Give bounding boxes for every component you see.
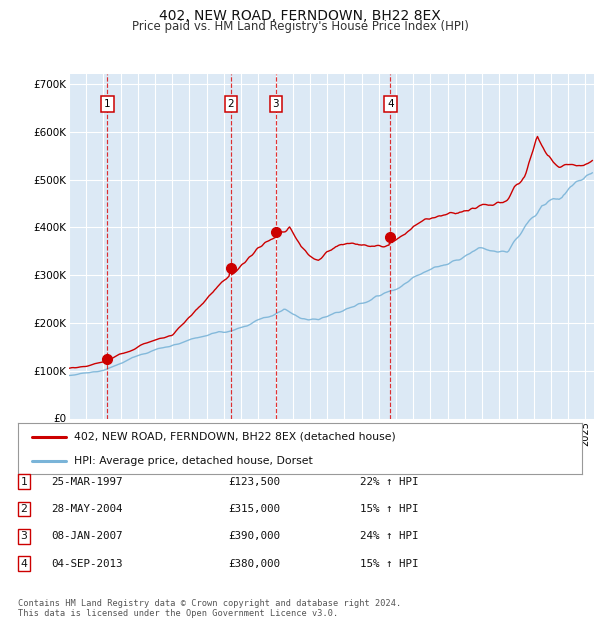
Text: 15% ↑ HPI: 15% ↑ HPI [360,559,419,569]
Text: 04-SEP-2013: 04-SEP-2013 [51,559,122,569]
Text: 2: 2 [227,99,234,108]
Text: 1: 1 [104,99,110,108]
Text: 3: 3 [20,531,28,541]
Text: Price paid vs. HM Land Registry's House Price Index (HPI): Price paid vs. HM Land Registry's House … [131,20,469,33]
Text: 24% ↑ HPI: 24% ↑ HPI [360,531,419,541]
Text: 402, NEW ROAD, FERNDOWN, BH22 8EX: 402, NEW ROAD, FERNDOWN, BH22 8EX [159,9,441,24]
Text: 08-JAN-2007: 08-JAN-2007 [51,531,122,541]
Text: £123,500: £123,500 [228,477,280,487]
Text: 4: 4 [20,559,28,569]
Text: £390,000: £390,000 [228,531,280,541]
Text: 22% ↑ HPI: 22% ↑ HPI [360,477,419,487]
Text: Contains HM Land Registry data © Crown copyright and database right 2024.
This d: Contains HM Land Registry data © Crown c… [18,599,401,618]
Text: 402, NEW ROAD, FERNDOWN, BH22 8EX (detached house): 402, NEW ROAD, FERNDOWN, BH22 8EX (detac… [74,432,396,441]
Text: 1: 1 [20,477,28,487]
Text: 28-MAY-2004: 28-MAY-2004 [51,504,122,514]
Text: £380,000: £380,000 [228,559,280,569]
Text: 4: 4 [387,99,394,108]
Text: 25-MAR-1997: 25-MAR-1997 [51,477,122,487]
Text: 2: 2 [20,504,28,514]
Text: £315,000: £315,000 [228,504,280,514]
Text: 3: 3 [272,99,279,108]
Text: 15% ↑ HPI: 15% ↑ HPI [360,504,419,514]
Text: HPI: Average price, detached house, Dorset: HPI: Average price, detached house, Dors… [74,456,313,466]
